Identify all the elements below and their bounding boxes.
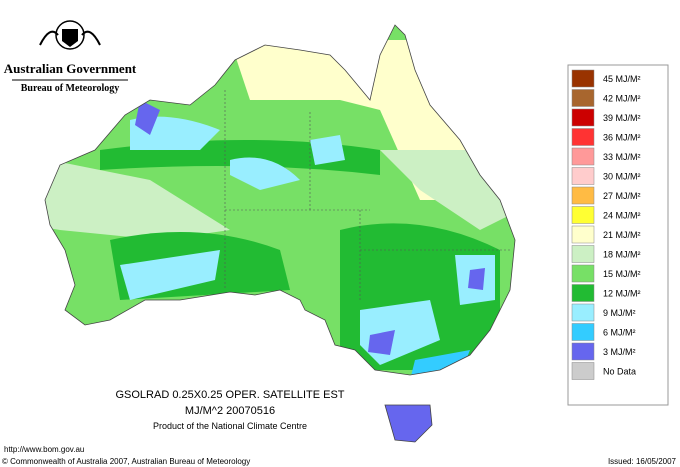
legend-label: 42 MJ/M² [603, 94, 641, 104]
legend-swatch [571, 303, 595, 322]
legend-label: 3 MJ/M² [603, 347, 636, 357]
gov-title: Australian Government [4, 61, 137, 76]
legend-label: 6 MJ/M² [603, 328, 636, 338]
legend-swatch [571, 245, 595, 263]
legend-swatch [571, 264, 595, 283]
legend-swatch [571, 186, 595, 205]
legend-label: 30 MJ/M² [603, 172, 641, 182]
legend-label: 12 MJ/M² [603, 289, 641, 299]
legend-label: 27 MJ/M² [603, 191, 641, 201]
caption: GSOLRAD 0.25X0.25 OPER. SATELLITE EST [115, 389, 344, 401]
copyright: © Commonwealth of Australia 2007, Austra… [2, 457, 250, 466]
legend-swatch [571, 225, 595, 244]
legend-swatch [571, 89, 595, 107]
legend-swatch [571, 284, 595, 302]
legend-swatch [571, 108, 595, 127]
url[interactable]: http://www.bom.gov.au [4, 445, 84, 454]
legend-label: 9 MJ/M² [603, 308, 636, 318]
agency-title: Bureau of Meteorology [21, 83, 120, 94]
coastline [44, 24, 516, 443]
legend-label: 36 MJ/M² [603, 133, 641, 143]
legend-label: 18 MJ/M² [603, 250, 641, 260]
issued: Issued: 16/05/2007 [608, 457, 677, 466]
legend-swatch [571, 342, 595, 361]
legend-swatch [571, 362, 595, 380]
legend-label: 33 MJ/M² [603, 152, 641, 162]
legend-swatch [571, 167, 595, 185]
legend-swatch [571, 128, 595, 146]
legend-label: 24 MJ/M² [603, 211, 641, 221]
legend-swatch [571, 69, 595, 88]
caption: Product of the National Climate Centre [153, 421, 307, 431]
legend-label: 39 MJ/M² [603, 113, 641, 123]
legend-label: 21 MJ/M² [603, 230, 641, 240]
legend-swatch [571, 323, 595, 341]
state-borders [224, 90, 510, 300]
crest [39, 20, 101, 50]
legend-label: 15 MJ/M² [603, 269, 641, 279]
legend-swatch [571, 206, 595, 224]
legend-label: 45 MJ/M² [603, 74, 641, 84]
legend-swatch [571, 147, 595, 166]
legend: 45 MJ/M² 42 MJ/M² 39 MJ/M² 36 MJ/M² 33 MJ/M²… [567, 64, 669, 406]
caption: MJ/M^2 20070516 [185, 405, 275, 417]
legend-label: No Data [603, 367, 636, 377]
